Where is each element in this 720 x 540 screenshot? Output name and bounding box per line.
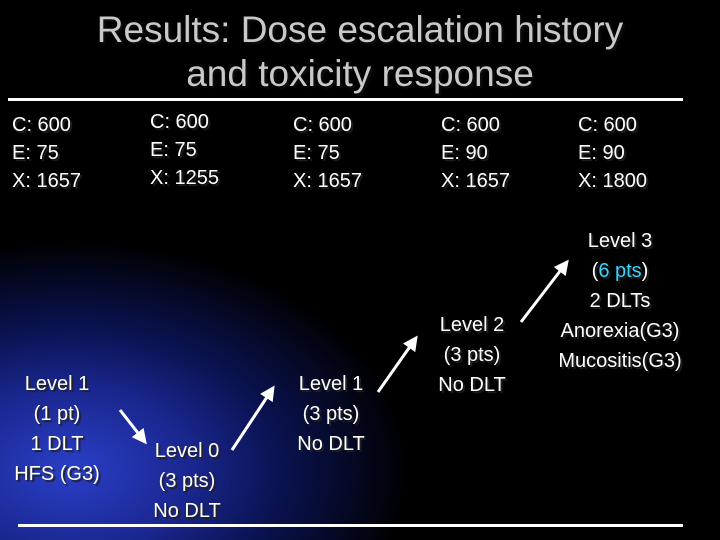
dose-e: E: 75	[12, 142, 59, 164]
dlt-status: No DLT	[153, 500, 221, 522]
dose-column-5: C: 600 E: 90 X: 1800	[578, 111, 647, 195]
dose-c: C: 600	[150, 111, 209, 133]
paren-open: (	[591, 260, 599, 282]
patient-count-highlight: 6 pts	[598, 260, 642, 282]
arrow-level1-to-level2	[376, 335, 418, 393]
title-line-2: and toxicity response	[186, 53, 534, 94]
toxicity-anorexia: Anorexia(G3)	[560, 320, 680, 342]
dose-c: C: 600	[578, 114, 637, 136]
arrow-level2-to-level3	[519, 259, 569, 323]
level-box-3: Level 1 (3 pts) No DLT	[283, 369, 379, 459]
toxicity-mucositis: Mucositis(G3)	[558, 350, 682, 372]
dose-x: X: 1800	[578, 170, 647, 192]
patient-count: (3 pts)	[302, 403, 360, 425]
arrow-level0-to-level1	[230, 385, 275, 451]
dose-e: E: 90	[441, 142, 488, 164]
patient-count: (3 pts)	[158, 470, 216, 492]
level-label: Level 1	[298, 373, 364, 395]
dlt-status: No DLT	[438, 374, 506, 396]
dlt-count: 1 DLT	[30, 433, 84, 455]
dose-column-3: C: 600 E: 75 X: 1657	[293, 111, 362, 195]
dose-x: X: 1255	[150, 167, 219, 189]
dose-e: E: 75	[150, 139, 197, 161]
patient-count: (6 pts)	[535, 256, 705, 286]
dlt-status: No DLT	[297, 433, 365, 455]
title-line-1: Results: Dose escalation history	[96, 9, 624, 50]
dose-x: X: 1657	[12, 170, 81, 192]
paren-close: )	[641, 260, 649, 282]
dose-e: E: 75	[293, 142, 340, 164]
toxicity: HFS (G3)	[14, 463, 100, 485]
dose-x: X: 1657	[441, 170, 510, 192]
dose-column-1: C: 600 E: 75 X: 1657	[12, 111, 81, 195]
level-box-2: Level 0 (3 pts) No DLT	[140, 436, 234, 526]
level-label: Level 3	[587, 230, 653, 252]
bottom-divider	[18, 524, 683, 527]
dose-column-4: C: 600 E: 90 X: 1657	[441, 111, 510, 195]
dose-column-2: C: 600 E: 75 X: 1255	[150, 108, 219, 192]
patient-count: (1 pt)	[33, 403, 81, 425]
arrow-level1-to-level0	[118, 409, 147, 445]
patient-count: (3 pts)	[443, 344, 501, 366]
top-divider	[8, 98, 683, 101]
level-label: Level 0	[154, 440, 220, 462]
dose-e: E: 90	[578, 142, 625, 164]
level-label: Level 2	[439, 314, 505, 336]
level-label: Level 1	[24, 373, 90, 395]
dlt-count: 2 DLTs	[589, 290, 651, 312]
dose-c: C: 600	[12, 114, 71, 136]
level-box-1: Level 1 (1 pt) 1 DLT HFS (G3)	[0, 369, 114, 489]
slide-title: Results: Dose escalation history and tox…	[0, 8, 720, 96]
level-box-5: Level 3 (6 pts) 2 DLTs Anorexia(G3) Muco…	[535, 226, 705, 376]
dose-c: C: 600	[441, 114, 500, 136]
dose-c: C: 600	[293, 114, 352, 136]
dose-x: X: 1657	[293, 170, 362, 192]
level-box-4: Level 2 (3 pts) No DLT	[422, 310, 522, 400]
